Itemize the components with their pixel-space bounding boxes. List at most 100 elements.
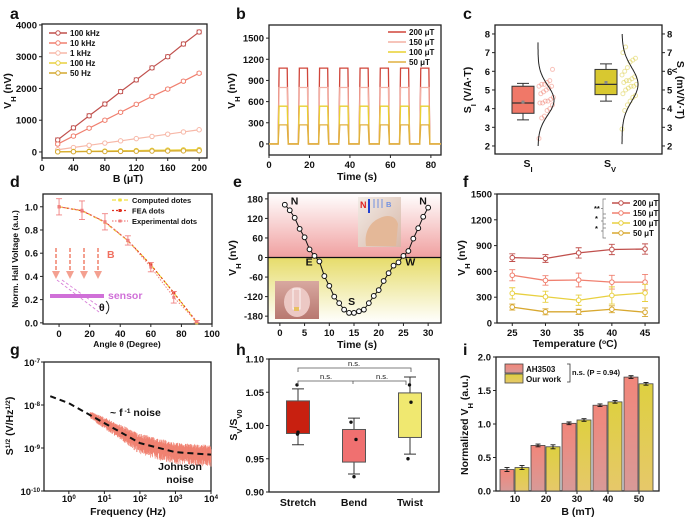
legend-marker: [618, 200, 624, 206]
data-point: [549, 83, 555, 89]
series-50-hz: [55, 148, 202, 155]
significance-bracket: [297, 367, 412, 372]
data-point: [149, 65, 155, 71]
x-tick-label-part: 10: [62, 494, 73, 505]
data-point: [180, 41, 187, 47]
box: [511, 85, 535, 114]
legend-item: 100 μT: [388, 48, 434, 57]
flicker-noise-label-part: -1: [123, 408, 131, 415]
x-axis-title-part: B (μT): [113, 173, 143, 185]
data-point: [629, 76, 635, 82]
y-axis-title-part: I: [469, 104, 478, 106]
x-tick-label: 30: [423, 328, 434, 339]
flicker-noise-label-part: noise: [131, 407, 162, 419]
y-tick-label: 900: [248, 76, 264, 87]
data-point: [365, 300, 372, 307]
significance-label: n.s. (P = 0.94): [572, 368, 621, 377]
y-tick-label: 4: [485, 104, 491, 115]
x-axis-title-part: B (mT): [561, 506, 594, 517]
data-point: [196, 127, 202, 133]
legend-item: 100 μT: [612, 219, 658, 228]
bar-our-work: [545, 446, 561, 492]
series-1-khz: [55, 127, 202, 153]
y-tick-label: 10-9: [24, 444, 41, 456]
x-tick-label: 25: [507, 328, 518, 339]
legend-item: 200 μT: [612, 199, 658, 208]
plot-frame: [43, 361, 212, 492]
data-point: [407, 383, 412, 387]
legend-marker: [55, 70, 61, 76]
x-tick-label-part: 1: [108, 494, 112, 501]
x-axis-title-part: o: [602, 339, 606, 346]
data-point: [631, 83, 637, 89]
x-tick-label-part: 10: [133, 494, 144, 505]
y-tick-label-part: -10: [31, 487, 40, 494]
whisker: [292, 388, 304, 446]
noise-spectrum: [89, 412, 212, 467]
x-tick-label-part: 3: [179, 494, 183, 501]
data-point: [642, 246, 648, 252]
y-tick-label: 1200: [243, 55, 264, 66]
y-tick-label-part: -7: [35, 358, 41, 365]
y-tick-label: 0.0: [478, 487, 491, 498]
legend-item: 200 μT: [388, 28, 434, 37]
series-200-t: [269, 67, 441, 145]
x-tick-label: 80: [426, 160, 437, 171]
data-point: [620, 91, 626, 97]
series-10-khz: [55, 70, 202, 147]
bar-our-work: [576, 419, 592, 492]
y-right-axis-title-part: (mV/V·T): [674, 73, 685, 119]
series-200-t: [509, 243, 649, 263]
y-tick-label: 0.2: [25, 295, 38, 306]
y-axis-title-part: V0: [235, 409, 244, 418]
y-axis-title-part: 1/2: [5, 439, 12, 449]
legend-item: 100 Hz: [49, 59, 95, 68]
legend-label: FEA dots: [132, 207, 165, 216]
box: [286, 400, 310, 434]
y-axis-title-part: H: [233, 96, 242, 101]
x-tick-label-part: 0: [72, 494, 76, 501]
direction-label: S: [348, 296, 355, 308]
significance-label: **: [594, 204, 600, 213]
y-tick-label: 1.10: [246, 355, 265, 366]
data-point: [296, 225, 303, 232]
x-tick-label: 0: [56, 329, 61, 340]
data-point: [165, 131, 171, 137]
y-tick-label-part: 10: [24, 444, 35, 455]
johnson-noise-label: Johnson: [158, 461, 202, 473]
y-axis-title-part: H: [234, 263, 243, 268]
panel-label: h: [236, 342, 246, 359]
y-tick-label: 1000: [16, 116, 37, 127]
data-point: [536, 83, 542, 89]
legend-marker: [618, 220, 624, 226]
y-tick-label-part: -9: [35, 444, 41, 451]
panel-label: c: [463, 6, 472, 23]
y-tick-label: 900: [476, 241, 492, 252]
y-tick-label: 0.90: [246, 488, 265, 499]
y-tick-label: 3: [485, 123, 490, 134]
x-axis-title: B (mT): [561, 506, 594, 517]
data-point: [425, 204, 432, 211]
y-tick-label: 1.00: [246, 421, 265, 432]
data-point: [542, 98, 548, 104]
y-tick-label: 0: [258, 253, 263, 264]
data-point: [509, 254, 516, 261]
data-point: [633, 55, 638, 61]
x-tick-label: 0: [266, 160, 271, 171]
legend-item: 50 Hz: [49, 69, 91, 78]
series-line: [57, 31, 200, 141]
whisker: [517, 82, 529, 121]
x-tick-label: 0: [39, 163, 44, 174]
data-point: [509, 290, 516, 297]
panel-label: f: [463, 174, 469, 191]
data-point: [331, 293, 338, 300]
panel-label: a: [10, 6, 19, 23]
box-0: SI: [511, 42, 556, 174]
x-axis-title-part: Time (s): [337, 171, 377, 183]
y-tick-label: 0.5: [478, 453, 492, 464]
data-point: [542, 309, 549, 315]
x-tick-label-part: 4: [215, 494, 219, 501]
